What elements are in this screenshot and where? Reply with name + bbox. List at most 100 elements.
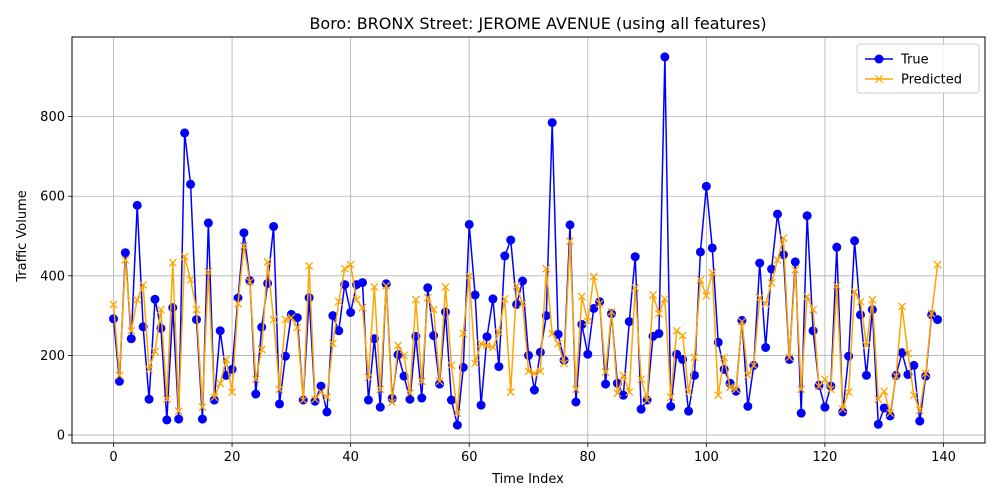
legend: True Predicted <box>856 43 980 94</box>
data-point <box>304 293 314 303</box>
y-tick-label: 0 <box>57 429 65 444</box>
data-point <box>488 294 498 304</box>
data-point <box>453 409 462 418</box>
data-point <box>275 399 284 409</box>
data-point <box>145 365 154 374</box>
data-point <box>186 275 195 284</box>
y-tick-label: 400 <box>40 269 65 284</box>
data-point <box>524 367 533 376</box>
data-point <box>228 387 237 397</box>
data-point <box>144 394 154 404</box>
data-point <box>654 309 663 318</box>
data-point <box>275 385 284 394</box>
data-point <box>429 305 438 314</box>
data-point <box>892 372 901 381</box>
data-point <box>684 406 694 416</box>
data-point <box>731 385 741 394</box>
data-point <box>761 299 770 308</box>
data-point <box>352 295 361 304</box>
data-point <box>269 315 278 324</box>
data-point <box>482 341 492 350</box>
data-point <box>322 393 331 402</box>
data-point <box>310 396 320 406</box>
data-point <box>915 406 924 415</box>
data-point <box>624 317 634 327</box>
data-point <box>168 258 177 267</box>
data-point <box>376 385 385 394</box>
data-point <box>293 323 302 332</box>
data-point <box>779 233 788 243</box>
legend-label: True <box>900 53 929 68</box>
data-point <box>233 299 243 308</box>
data-point <box>589 272 598 281</box>
data-point <box>299 395 308 405</box>
data-point <box>197 414 207 424</box>
data-point <box>388 398 397 407</box>
data-point <box>737 315 747 325</box>
data-point <box>547 118 557 128</box>
data-point <box>743 401 753 411</box>
data-point <box>417 377 426 386</box>
data-point <box>589 303 599 313</box>
data-point <box>861 370 871 380</box>
data-point <box>120 248 130 258</box>
data-point <box>263 257 272 266</box>
data-point <box>565 237 575 246</box>
data-point <box>927 309 936 318</box>
data-point <box>222 355 231 364</box>
data-point <box>933 315 943 325</box>
data-point <box>150 294 160 304</box>
data-point <box>726 383 735 392</box>
data-point <box>601 368 610 377</box>
data-point <box>820 375 829 384</box>
x-tick-label: 80 <box>580 450 597 465</box>
data-point <box>886 409 895 418</box>
data-point <box>198 403 207 412</box>
data-point <box>180 128 190 138</box>
data-point <box>322 407 332 417</box>
data-point <box>358 278 367 288</box>
data-point <box>660 52 670 62</box>
y-tick-label: 200 <box>40 349 65 364</box>
data-point <box>536 367 545 376</box>
data-point <box>358 303 367 312</box>
data-point <box>809 305 818 314</box>
data-point <box>114 376 124 386</box>
legend-entry-predicted: Predicted <box>865 73 962 88</box>
data-point <box>684 387 693 397</box>
data-point <box>690 353 699 362</box>
data-point <box>873 419 883 429</box>
data-point <box>126 334 136 344</box>
data-point <box>168 303 178 313</box>
data-point <box>494 362 504 372</box>
data-point <box>500 294 509 303</box>
data-point <box>767 278 776 288</box>
data-point <box>565 220 575 230</box>
data-point <box>529 385 539 395</box>
data-point <box>174 407 183 416</box>
data-point <box>180 252 189 261</box>
data-point <box>790 257 800 267</box>
data-point <box>452 420 462 430</box>
data-point <box>204 267 213 276</box>
data-point <box>506 387 515 397</box>
data-point <box>239 241 248 251</box>
data-point <box>127 326 136 335</box>
data-point <box>874 395 883 404</box>
data-point <box>494 328 503 337</box>
data-point <box>482 332 492 342</box>
legend-label: Predicted <box>901 73 962 88</box>
data-point <box>666 393 675 402</box>
data-point <box>903 349 912 358</box>
data-point <box>548 329 557 338</box>
data-point <box>435 377 444 386</box>
data-point <box>162 415 172 425</box>
data-point <box>518 276 528 286</box>
data-point <box>571 385 580 394</box>
data-point <box>850 287 859 296</box>
data-point <box>346 307 356 317</box>
data-point <box>885 411 895 421</box>
data-point <box>382 281 391 290</box>
data-point <box>784 354 794 364</box>
